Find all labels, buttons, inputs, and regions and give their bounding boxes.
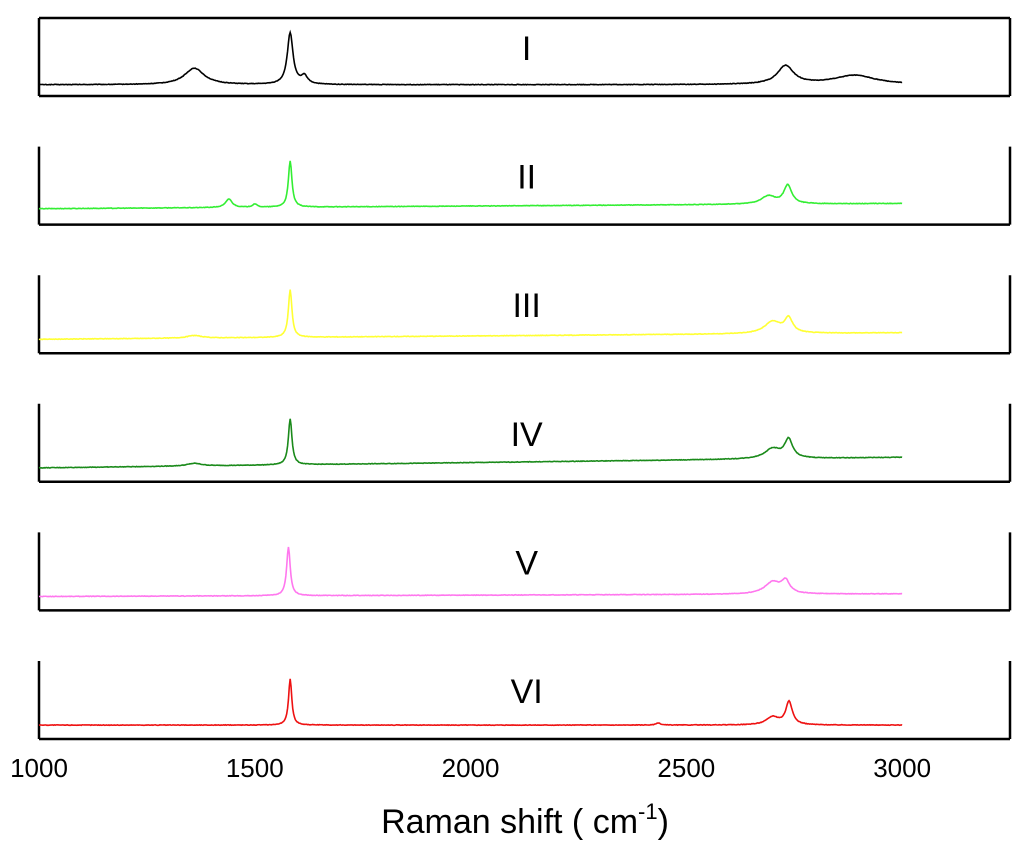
spectrum-line-III: [38, 289, 903, 341]
panel-5: V: [37, 532, 1012, 612]
series-label-IV: IV: [511, 416, 543, 454]
spectrum-line-V: [38, 546, 903, 598]
x-axis-title-superscript: -1: [638, 799, 658, 824]
x-axis-title: Raman shift ( cm-1): [381, 799, 669, 841]
series-label-II: II: [517, 159, 536, 197]
x-tick-label: 1500: [226, 753, 284, 783]
series-label-VI: VI: [511, 673, 543, 711]
x-axis-title-close: ): [658, 803, 669, 841]
series-label-III: III: [512, 287, 540, 325]
x-tick-label: 1000: [10, 753, 68, 783]
x-axis: 1000 1500 2000 2500 3000: [10, 753, 931, 783]
x-axis-title-main: Raman shift ( cm: [381, 803, 638, 841]
x-tick-label: 3000: [873, 753, 931, 783]
spectrum-line-II: [38, 160, 903, 210]
series-label-V: V: [515, 544, 538, 582]
spectrum-line-I: [38, 29, 903, 86]
panel-2: II: [37, 146, 1012, 226]
x-tick-label: 2500: [657, 753, 715, 783]
panel-6: VI: [37, 661, 1012, 741]
panel-1: I: [37, 16, 1012, 98]
series-label-I: I: [522, 30, 531, 68]
panel-3: III: [37, 275, 1012, 355]
x-tick-label: 2000: [442, 753, 500, 783]
spectrum-line-VI: [38, 678, 903, 727]
spectrum-line-IV: [38, 418, 903, 469]
panel-4: IV: [37, 403, 1012, 484]
